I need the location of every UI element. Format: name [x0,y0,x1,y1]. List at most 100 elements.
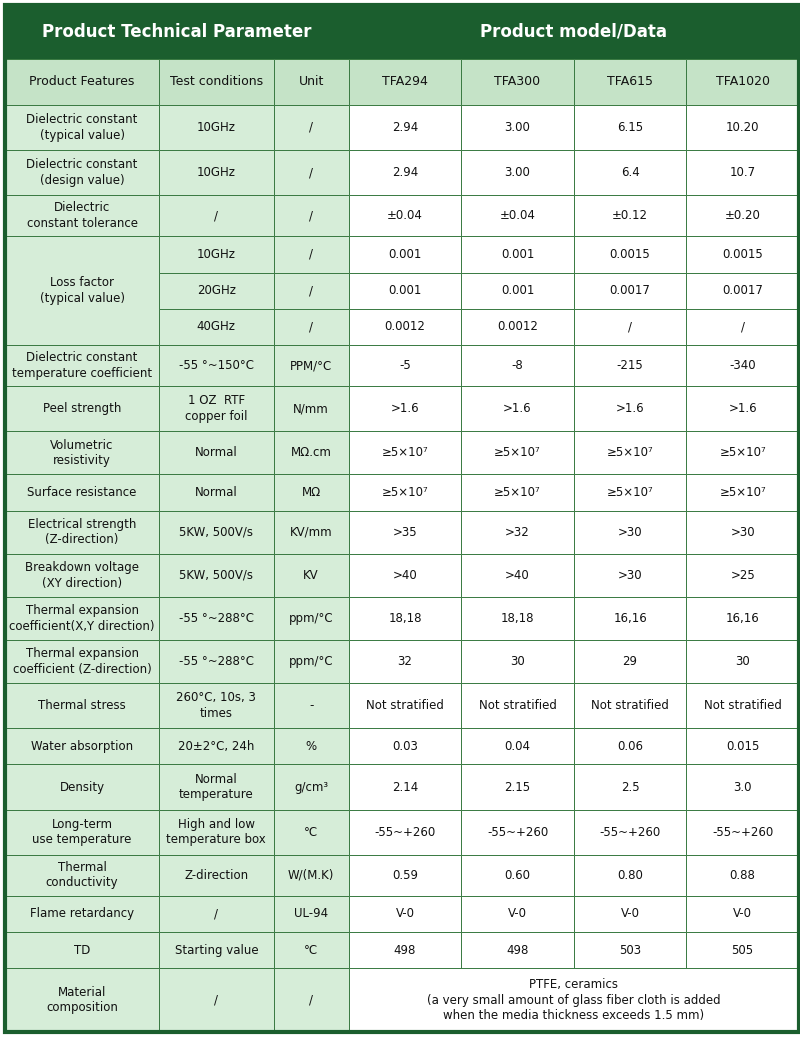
Text: >32: >32 [505,526,530,538]
Bar [159,932,274,969]
Bar [574,309,686,345]
Text: Not stratified: Not stratified [704,699,782,712]
Bar [274,273,349,309]
Text: 18,18: 18,18 [501,612,534,625]
Text: Product Features: Product Features [30,76,134,88]
Text: Normal
temperature: Normal temperature [179,773,254,802]
Bar [5,728,159,764]
Text: /: / [309,320,313,334]
Text: Normal: Normal [195,446,238,459]
Text: 20±2°C, 24h: 20±2°C, 24h [178,739,254,753]
Bar [349,932,462,969]
Text: 16,16: 16,16 [614,612,647,625]
Text: -55~+260: -55~+260 [712,825,774,839]
Text: 0.06: 0.06 [617,739,643,753]
Bar [462,510,574,554]
Text: 498: 498 [394,944,416,957]
Text: ≥5×10⁷: ≥5×10⁷ [494,486,541,499]
Text: -: - [309,699,314,712]
Bar [5,896,159,932]
Bar [462,273,574,309]
Bar [5,554,159,597]
Text: -5: -5 [399,359,411,372]
Text: 0.80: 0.80 [617,869,643,881]
Bar [5,345,159,386]
Bar [349,969,799,1032]
Text: Z-direction: Z-direction [184,869,248,881]
Text: -55~+260: -55~+260 [599,825,661,839]
Text: °C: °C [304,944,318,957]
Text: -340: -340 [730,359,756,372]
Bar [462,896,574,932]
Bar [349,640,462,683]
Bar [159,764,274,810]
Bar [349,474,462,510]
Text: %: % [306,739,317,753]
Text: >1.6: >1.6 [728,402,757,415]
Bar [159,854,274,896]
Text: Normal: Normal [195,486,238,499]
Text: 503: 503 [619,944,641,957]
Bar [159,683,274,728]
Bar [159,896,274,932]
Bar [349,309,462,345]
Text: >25: >25 [730,569,755,582]
Text: ≥5×10⁷: ≥5×10⁷ [606,446,654,459]
Text: 260°C, 10s, 3
times: 260°C, 10s, 3 times [176,692,256,720]
Text: 0.88: 0.88 [730,869,755,881]
Bar [159,640,274,683]
Text: Loss factor
(typical value): Loss factor (typical value) [39,277,125,305]
Bar [462,105,574,150]
Bar [159,195,274,236]
Text: /: / [628,320,632,334]
Bar [574,345,686,386]
Text: W/(M.K): W/(M.K) [288,869,334,881]
Text: 30: 30 [735,655,750,668]
Text: °C: °C [304,825,318,839]
Text: Unit: Unit [298,76,324,88]
Bar [574,474,686,510]
Text: 1 OZ  RTF
copper foil: 1 OZ RTF copper foil [185,394,247,423]
Text: Density: Density [59,781,105,793]
Bar [5,236,159,345]
Bar [462,150,574,195]
Text: ±0.04: ±0.04 [387,209,423,222]
Bar [574,764,686,810]
Text: 0.0015: 0.0015 [722,248,763,261]
Text: Volumetric
resistivity: Volumetric resistivity [50,439,114,467]
Bar [462,386,574,431]
Text: Breakdown voltage
(XY direction): Breakdown voltage (XY direction) [25,561,139,590]
Bar [574,597,686,640]
Text: 2.94: 2.94 [392,166,418,179]
Text: KV: KV [303,569,319,582]
Text: V-0: V-0 [508,907,527,921]
Text: 0.04: 0.04 [505,739,530,753]
Bar [5,59,159,105]
Bar [349,896,462,932]
Bar [349,105,462,150]
Bar [686,510,799,554]
Text: High and low
temperature box: High and low temperature box [166,818,266,846]
Text: >30: >30 [618,569,642,582]
Bar [686,474,799,510]
Bar [5,764,159,810]
Bar [462,195,574,236]
Text: ≥5×10⁷: ≥5×10⁷ [494,446,541,459]
Bar [274,932,349,969]
Bar [274,969,349,1032]
Bar [686,236,799,273]
Text: 20GHz: 20GHz [197,284,236,298]
Bar [274,554,349,597]
Text: N/mm: N/mm [294,402,329,415]
Bar [5,510,159,554]
Bar [462,810,574,854]
Bar [349,554,462,597]
Bar [462,474,574,510]
Text: 0.001: 0.001 [388,284,422,298]
Text: >30: >30 [618,526,642,538]
Bar [274,683,349,728]
Text: 0.015: 0.015 [726,739,759,753]
Bar [5,386,159,431]
Text: -55 °~288°C: -55 °~288°C [179,655,254,668]
Bar [574,236,686,273]
